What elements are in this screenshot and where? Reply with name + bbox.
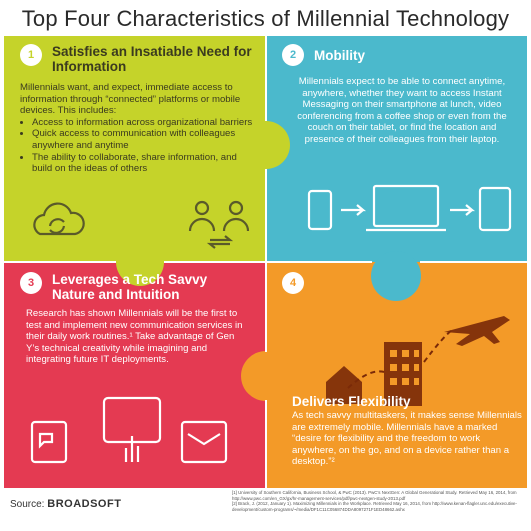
panel-4-number: 4 — [282, 272, 304, 294]
phone-icon — [307, 189, 333, 231]
airplane-icon — [444, 316, 510, 346]
panel-1-bullet: Quick access to communication with colle… — [32, 128, 256, 151]
panel-2-heading: Mobility — [314, 48, 365, 63]
panel-2-body: Millennials expect to be able to connect… — [297, 76, 507, 145]
panel-1-bullets: Access to information across organizatio… — [20, 117, 256, 175]
arrow-icon — [341, 204, 367, 216]
cloud-sync-icon — [33, 202, 85, 236]
puzzle-piece-information — [4, 36, 290, 286]
puzzle-knob-orange — [241, 351, 291, 401]
footnotes: [1] University of Southern California, B… — [232, 490, 524, 512]
puzzle-piece-tech-savvy — [4, 262, 266, 488]
footnote-1: [1] University of Southern California, B… — [232, 490, 517, 501]
source-brand-logo: BROADSOFT — [47, 498, 122, 510]
tech-savvy-icons — [30, 396, 228, 464]
puzzle-piece-mobility — [266, 36, 527, 262]
panel-2-number: 2 — [282, 44, 304, 66]
panel-1-bullet: Access to information across organizatio… — [32, 117, 256, 129]
email-icon — [180, 420, 228, 464]
puzzle-board: 1 Satisfies an Insatiable Need for Infor… — [4, 36, 527, 488]
source-credit: Source: BROADSOFT — [10, 498, 121, 510]
arrow-icon-2 — [450, 204, 476, 216]
puzzle-pieces — [4, 36, 527, 488]
panel-3-heading: Leverages a Tech Savvy Nature and Intuit… — [52, 272, 208, 302]
panel-1-number: 1 — [20, 44, 42, 66]
puzzle-knob-teal — [371, 251, 421, 301]
panel-1-heading: Satisfies an Insatiable Need for Informa… — [52, 44, 252, 74]
panel-3-number: 3 — [20, 272, 42, 294]
people-exchange-icon — [188, 200, 250, 249]
source-label: Source: — [10, 499, 45, 510]
flexibility-icons — [326, 316, 510, 406]
tablet-icon — [478, 186, 512, 232]
panel-1-bullet: The ability to collaborate, share inform… — [32, 152, 256, 175]
footnote-2: [2] Brack, J. (2012, January 1). Maximiz… — [232, 501, 517, 512]
mobility-device-icons — [307, 184, 512, 232]
panel-3-body: Research has shown Millennials will be t… — [26, 308, 243, 366]
house-icon — [326, 366, 362, 404]
panel-1-intro: Millennials want, and expect, immediate … — [20, 82, 241, 117]
page-title: Top Four Characteristics of Millennial T… — [21, 6, 510, 31]
laptop-icon — [372, 184, 440, 228]
panel-4-body: As tech savvy multitaskers, it makes sen… — [292, 410, 522, 468]
panel-1-body: Millennials want, and expect, immediate … — [20, 82, 256, 175]
panel-4-heading: Delivers Flexibility — [292, 394, 411, 409]
phone-chat-icon — [30, 420, 68, 464]
